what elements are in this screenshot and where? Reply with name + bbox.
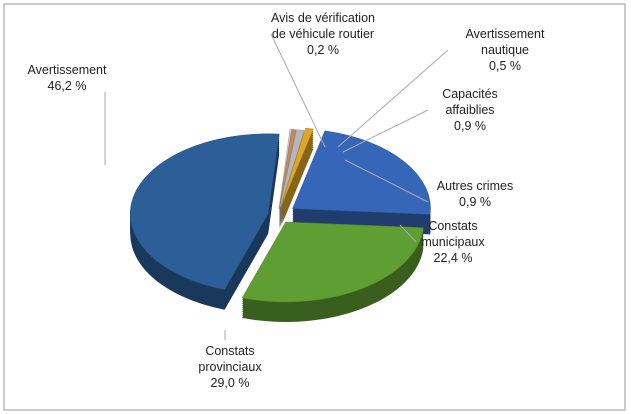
slice-label: Constats provinciaux 29,0 % [175, 343, 285, 391]
slice [292, 130, 431, 215]
slice-side [280, 134, 314, 213]
category-label: Avertissement [27, 63, 107, 77]
category-label: Constats provinciaux [198, 344, 262, 374]
value-label: 22,4 % [433, 251, 473, 265]
slice [129, 133, 280, 290]
slice-side [280, 142, 314, 221]
slice-label: Constats municipaux 22,4 % [408, 218, 498, 266]
value-label: 0,2 % [307, 43, 339, 57]
slice [280, 127, 314, 207]
value-label: 29,0 % [210, 376, 250, 390]
value-label: 0,5 % [489, 59, 521, 73]
slice-side [280, 140, 314, 219]
value-label: 46,2 % [47, 79, 87, 93]
slice-side [280, 132, 314, 211]
slice [241, 221, 424, 303]
leader-line [399, 224, 417, 243]
category-label: Avertissement nautique [465, 27, 545, 57]
slice-side [280, 130, 314, 209]
category-label: Autres crimes [436, 179, 514, 193]
frame [3, 3, 626, 411]
slice-label: Avis de vérification de véhicule routier… [263, 10, 383, 58]
category-label: Avis de vérification de véhicule routier [271, 11, 375, 41]
leader-line [344, 159, 429, 203]
slice [278, 129, 297, 210]
slice-label: Avertissement nautique 0,5 % [440, 26, 570, 74]
slice-side [280, 138, 314, 217]
category-label: Constats municipaux [421, 219, 485, 249]
slice-side [280, 136, 314, 215]
slice-side [280, 144, 314, 223]
leader-line [337, 49, 449, 148]
slice-label: Capacités affaiblies 0,9 % [420, 86, 520, 134]
slice-label: Autres crimes 0,9 % [420, 178, 530, 210]
category-label: Capacités affaiblies [442, 87, 498, 117]
slice [279, 129, 305, 210]
value-label: 0,9 % [459, 195, 491, 209]
slice-label: Avertissement 46,2 % [12, 62, 122, 94]
leader-line [270, 33, 326, 148]
leader-line [342, 109, 429, 153]
slice-side [280, 148, 314, 227]
slice-side [280, 146, 314, 225]
value-label: 0,9 % [454, 119, 486, 133]
